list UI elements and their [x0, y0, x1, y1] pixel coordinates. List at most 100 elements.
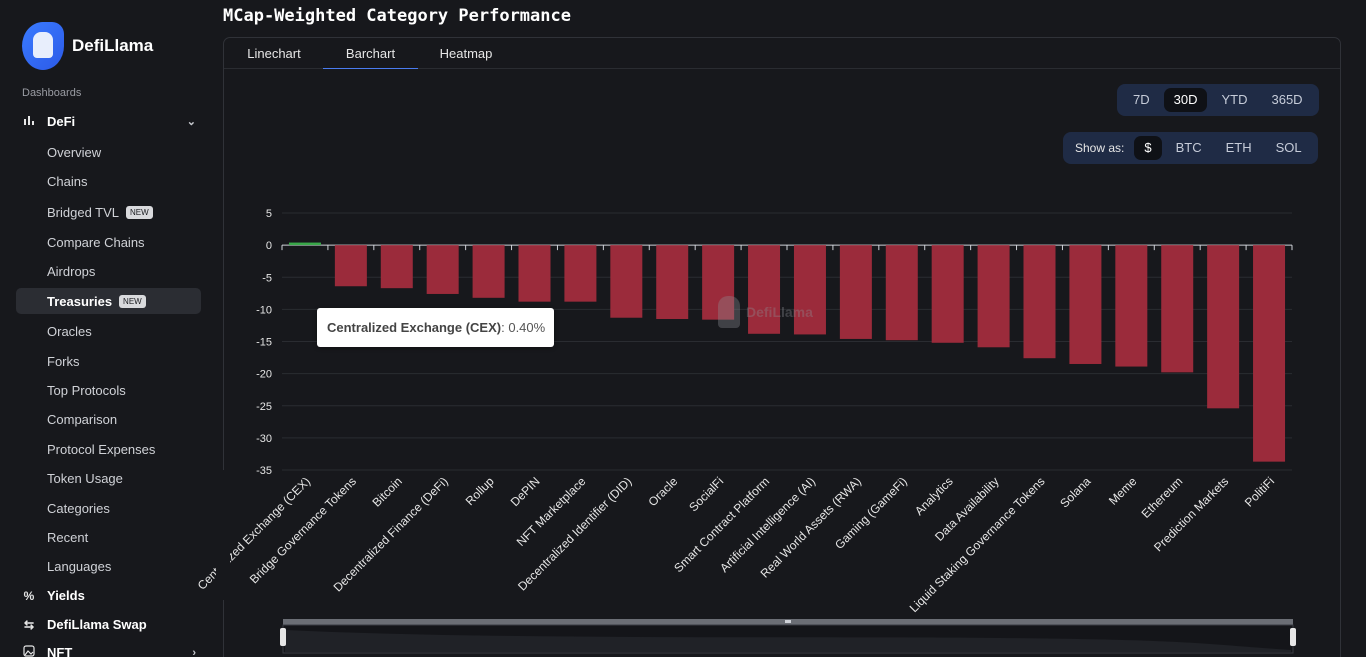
tab-linechart[interactable]: Linechart [247, 46, 301, 61]
sidebar-item-label: Comparison [47, 411, 118, 427]
denom-sol[interactable]: SOL [1275, 140, 1302, 155]
x-tick-label: SocialFi [686, 474, 726, 514]
sidebar-item-label: Languages [47, 558, 112, 574]
sidebar-item-label: Token Usage [47, 470, 123, 486]
label-clip-mask [216, 470, 230, 600]
sidebar: DefiLlama Dashboards DeFi ⌄ Overview Cha… [0, 0, 216, 657]
new-badge: NEW [126, 205, 153, 219]
sidebar-item-comparison[interactable]: Comparison [16, 406, 201, 432]
tab-heatmap[interactable]: Heatmap [439, 46, 493, 61]
tab-barchart[interactable]: Barchart [323, 38, 418, 69]
sidebar-item-label: Protocol Expenses [47, 441, 156, 457]
sidebar-item-token-usage[interactable]: Token Usage [16, 465, 201, 491]
zoom-grip-icon [785, 620, 791, 623]
nav-yields-label: Yields [47, 588, 85, 603]
x-tick-label: Bitcoin [370, 474, 405, 509]
sidebar-item-treasuries[interactable]: Treasuries NEW [16, 288, 201, 314]
denom-btc[interactable]: BTC [1175, 140, 1202, 155]
sidebar-item-top-protocols[interactable]: Top Protocols [16, 377, 201, 403]
sidebar-item-compare-chains[interactable]: Compare Chains [16, 229, 201, 255]
denom-usd[interactable]: $ [1134, 136, 1162, 160]
sidebar-item-label: Overview [47, 144, 102, 160]
sidebar-item-categories[interactable]: Categories [16, 495, 201, 521]
sidebar-item-label: Compare Chains [47, 234, 145, 250]
bar [702, 245, 735, 320]
sidebar-item-label: Top Protocols [47, 382, 126, 398]
nav-nft[interactable]: NFT › [22, 645, 200, 657]
x-tick-label: Rollup [463, 474, 497, 508]
bar [1023, 245, 1056, 359]
bar [380, 245, 413, 289]
swap-icon: ⇆ [23, 617, 35, 632]
bar [1115, 245, 1148, 367]
period-365d[interactable]: 365D [1271, 92, 1303, 107]
period-ytd[interactable]: YTD [1221, 92, 1248, 107]
nav-yields[interactable]: % Yields [22, 588, 200, 603]
percent-icon: % [23, 588, 35, 603]
bar-chart-icon [22, 114, 36, 129]
period-7d[interactable]: 7D [1133, 92, 1150, 107]
y-tick-label: 0 [266, 240, 272, 252]
sidebar-item-languages[interactable]: Languages [16, 553, 201, 579]
y-tick-label: -35 [256, 465, 272, 477]
zoom-slider-preview [285, 630, 1291, 652]
defillama-logo[interactable]: DefiLlama [22, 22, 153, 70]
sidebar-item-label: Oracles [47, 323, 92, 339]
bar [1253, 245, 1286, 462]
bar [1207, 245, 1240, 409]
bar [288, 242, 321, 246]
nav-nft-label: NFT [47, 645, 73, 657]
chevron-down-icon[interactable]: ⌄ [186, 116, 196, 128]
nav-swap-label: DefiLlama Swap [47, 617, 147, 632]
bar [1069, 245, 1102, 364]
sidebar-item-label: Chains [47, 173, 88, 189]
bar [564, 245, 597, 302]
x-tick-label: DePIN [508, 474, 543, 509]
sidebar-item-overview[interactable]: Overview [16, 139, 201, 165]
bar [748, 245, 781, 334]
bar [472, 245, 505, 298]
x-tick-label: Solana [1057, 474, 1094, 511]
bar [518, 245, 551, 302]
sidebar-item-label: Treasuries [47, 293, 113, 309]
sidebar-item-label: Airdrops [47, 263, 96, 279]
section-label-dashboards: Dashboards [22, 87, 82, 99]
sidebar-item-recent[interactable]: Recent [16, 524, 201, 550]
y-tick-label: 5 [266, 208, 272, 220]
sidebar-item-bridged-tvl[interactable]: Bridged TVL NEW [16, 199, 201, 225]
period-30d[interactable]: 30D [1163, 88, 1208, 112]
bar [656, 245, 689, 320]
denomination-selector: Show as: $ BTC ETH SOL [1063, 132, 1318, 164]
y-tick-label: -10 [256, 304, 272, 316]
llama-watermark-icon [718, 296, 740, 328]
sidebar-item-label: Recent [47, 529, 89, 545]
x-tick-label: Ethereum [1139, 474, 1186, 521]
sidebar-item-oracles[interactable]: Oracles [16, 318, 201, 344]
bar [426, 245, 459, 294]
denom-eth[interactable]: ETH [1225, 140, 1252, 155]
y-tick-label: -30 [256, 433, 272, 445]
bar [839, 245, 872, 339]
zoom-handle-left [280, 628, 286, 646]
new-badge: NEW [119, 294, 146, 308]
nav-defillama-swap[interactable]: ⇆ DefiLlama Swap [22, 617, 200, 632]
bar [885, 245, 918, 341]
nav-defi[interactable]: DeFi ⌄ [22, 114, 200, 129]
chart-panel: Linechart Barchart Heatmap 7D 30D YTD 36… [223, 37, 1341, 657]
sidebar-item-label: Bridged TVL [47, 204, 120, 220]
sidebar-item-protocol-expenses[interactable]: Protocol Expenses [16, 436, 201, 462]
bar [1161, 245, 1194, 373]
chart-tooltip: Centralized Exchange (CEX): 0.40% [317, 308, 554, 347]
sidebar-item-label: Forks [47, 353, 80, 369]
sidebar-item-airdrops[interactable]: Airdrops [16, 258, 201, 284]
sidebar-item-chains[interactable]: Chains [16, 168, 201, 194]
image-icon [22, 645, 36, 657]
y-tick-label: -15 [256, 337, 272, 349]
logo-text: DefiLlama [72, 36, 154, 55]
bar [334, 245, 367, 287]
y-tick-label: -20 [256, 369, 272, 381]
sidebar-item-forks[interactable]: Forks [16, 348, 201, 374]
tooltip-value: : 0.40% [501, 320, 546, 335]
chevron-right-icon[interactable]: › [192, 646, 196, 657]
